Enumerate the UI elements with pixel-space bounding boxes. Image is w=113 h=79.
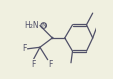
- Text: N: N: [41, 23, 46, 28]
- Text: F: F: [48, 60, 52, 69]
- Circle shape: [51, 37, 52, 38]
- Text: F: F: [22, 44, 26, 53]
- Text: F: F: [31, 60, 36, 69]
- Text: H₂N: H₂N: [24, 21, 39, 30]
